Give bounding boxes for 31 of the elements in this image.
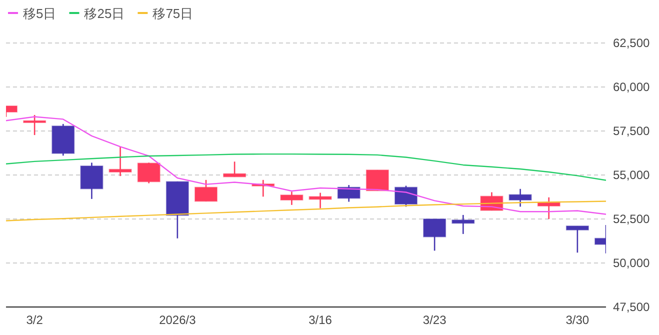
line-series: [6, 153, 606, 181]
legend-label: 移25日: [84, 6, 125, 21]
x-tick-label: 3/2: [26, 313, 44, 327]
y-tick-label: 47,500: [613, 300, 650, 314]
candlestick: [137, 162, 160, 184]
y-tick-label: 62,500: [613, 36, 650, 50]
y-tick-label: 55,000: [613, 168, 650, 182]
x-tick-label: 3/30: [566, 313, 590, 327]
line-series: [6, 116, 606, 215]
candlestick: [452, 214, 475, 235]
y-tick-label: 52,500: [613, 212, 650, 226]
candlestick: [23, 114, 46, 136]
y-tick-label: 57,500: [613, 124, 650, 138]
candlestick: [366, 169, 389, 192]
x-tick-label: 2026/3: [159, 313, 196, 327]
candlestick: [80, 162, 104, 200]
candlestick: [194, 179, 218, 202]
candlestick: [394, 185, 418, 208]
legend-label: 移5日: [23, 6, 56, 21]
candlestick: [566, 225, 589, 254]
candlestick: [423, 218, 446, 252]
y-tick-label: 60,000: [613, 80, 650, 94]
candlestick: [308, 192, 332, 209]
candlestick: [508, 188, 532, 208]
y-tick-label: 50,000: [613, 256, 650, 270]
legend-label: 移75日: [152, 6, 194, 21]
candlestick: [223, 160, 246, 178]
candlestick: [108, 146, 132, 177]
x-tick-label: 3/16: [308, 313, 332, 327]
x-tick-label: 3/23: [422, 313, 447, 327]
candlestick: [280, 191, 304, 206]
